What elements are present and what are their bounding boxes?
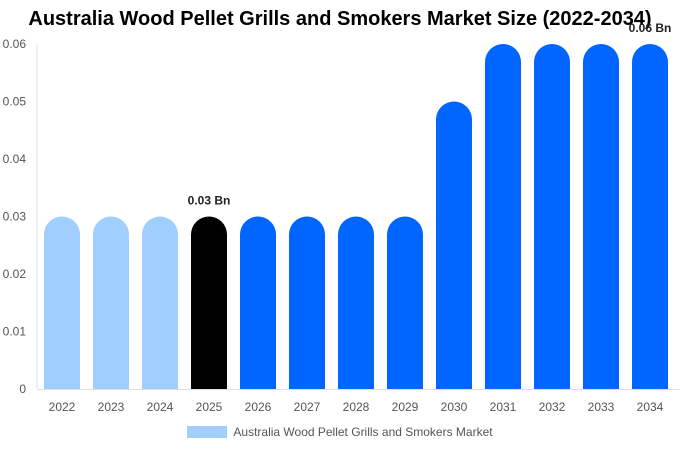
bars [44, 44, 668, 389]
x-tick-label: 2033 [588, 400, 615, 414]
legend: Australia Wood Pellet Grills and Smokers… [0, 425, 680, 439]
bar-2033 [583, 44, 619, 389]
data-label: 0.06 Bn [629, 21, 672, 35]
y-tick-label: 0.01 [3, 325, 27, 339]
legend-swatch [187, 426, 228, 438]
y-tick-label: 0.04 [3, 152, 27, 166]
bar-2025 [191, 216, 227, 389]
x-tick-label: 2032 [539, 400, 566, 414]
x-tick-label: 2034 [637, 400, 664, 414]
x-tick-label: 2025 [196, 400, 223, 414]
bar-2023 [93, 216, 129, 389]
bar-2022 [44, 216, 80, 389]
bar-2032 [534, 44, 570, 389]
x-tick-label: 2030 [441, 400, 468, 414]
x-tick-label: 2028 [343, 400, 370, 414]
x-tick-label: 2022 [49, 400, 76, 414]
x-tick-label: 2026 [245, 400, 272, 414]
y-axis: 0 0.01 0.02 0.03 0.04 0.05 0.06 [3, 37, 38, 396]
x-tick-label: 2031 [490, 400, 517, 414]
y-tick-label: 0.03 [3, 210, 27, 224]
chart-title: Australia Wood Pellet Grills and Smokers… [28, 8, 652, 30]
bar-2024 [142, 216, 178, 389]
x-tick-label: 2023 [98, 400, 125, 414]
y-tick-label: 0 [19, 382, 26, 396]
legend-label: Australia Wood Pellet Grills and Smokers… [233, 425, 493, 439]
y-tick-label: 0.05 [3, 95, 27, 109]
bar-2027 [289, 216, 325, 389]
x-axis: 2022 2023 2024 2025 2026 2027 2028 2029 2030 2031… [37, 389, 680, 414]
x-tick-label: 2029 [392, 400, 419, 414]
y-tick-label: 0.06 [3, 37, 27, 51]
y-tick-label: 0.02 [3, 267, 27, 281]
bar-2030 [436, 101, 472, 389]
data-label: 0.03 Bn [188, 194, 231, 208]
bar-2029 [387, 216, 423, 389]
bar-2028 [338, 216, 374, 389]
x-tick-label: 2024 [147, 400, 174, 414]
bar-2026 [240, 216, 276, 389]
bar-2034 [632, 44, 668, 389]
x-tick-label: 2027 [294, 400, 321, 414]
bar-2031 [485, 44, 521, 389]
data-labels: 0.03 Bn 0.06 Bn [188, 21, 672, 208]
